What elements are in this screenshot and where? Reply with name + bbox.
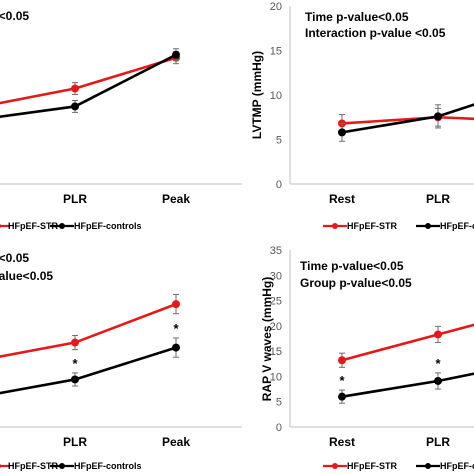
y-tick-label: 35 bbox=[270, 245, 282, 257]
data-point bbox=[338, 128, 346, 137]
y-tick-label: 30 bbox=[270, 270, 282, 282]
data-point bbox=[338, 356, 346, 365]
series-line-controls bbox=[341, 372, 474, 398]
data-point bbox=[338, 392, 346, 401]
annotation-text: Interaction p-value <0.05 bbox=[305, 26, 446, 40]
significance-asterisk: * bbox=[72, 356, 78, 371]
annotation-text: value<0.05 bbox=[0, 269, 53, 283]
x-category-label: PLR bbox=[426, 192, 450, 206]
data-point bbox=[71, 375, 79, 384]
legend-label: HFpEF-controls bbox=[74, 221, 142, 231]
data-point bbox=[172, 50, 180, 59]
y-axis-label: RAP V waves (mmHg) bbox=[260, 277, 274, 401]
series-line-controls bbox=[0, 346, 177, 395]
legend-marker bbox=[332, 463, 338, 469]
data-point bbox=[71, 84, 79, 93]
chart-panel-top-right: 0 5 10 15 20 LVTMP (mmHg) Rest PLR Time p-value<… bbox=[250, 1, 474, 231]
y-tick-label: 20 bbox=[270, 1, 282, 13]
legend-label: HFpEF-STR bbox=[8, 221, 58, 231]
y-tick-label: 15 bbox=[270, 46, 282, 58]
legend-marker bbox=[0, 223, 1, 229]
series-line-controls bbox=[341, 103, 474, 134]
data-point bbox=[172, 300, 180, 309]
y-tick-label: 10 bbox=[270, 371, 282, 383]
chart-panel-bottom-left: PLR Peak e<0.05 value<0.05 * * HFpEF-STR HFpEF-… bbox=[0, 251, 242, 471]
legend-marker bbox=[59, 463, 65, 469]
legend-marker bbox=[59, 223, 65, 229]
y-axis-label: LVTMP (mmHg) bbox=[250, 51, 264, 139]
y-tick-label: 5 bbox=[276, 397, 282, 409]
legend-marker bbox=[425, 223, 431, 229]
annotation-text: Time p-value<0.05 bbox=[305, 10, 409, 24]
series-line-str bbox=[0, 302, 177, 358]
chart-panel-top-left: PLR Peak e<0.05 HFpEF-STR HFpEF-controls bbox=[0, 9, 242, 231]
data-point bbox=[172, 343, 180, 352]
y-tick-label: 0 bbox=[276, 422, 282, 434]
annotation-text: Group p-value<0.05 bbox=[300, 276, 412, 290]
data-point bbox=[434, 330, 442, 339]
legend-label: HFpEF-STR bbox=[347, 461, 397, 471]
annotation-text: Time p-value<0.05 bbox=[300, 259, 404, 273]
x-category-label: PLR bbox=[63, 435, 87, 449]
legend-marker bbox=[425, 463, 431, 469]
y-tick-label: 20 bbox=[270, 321, 282, 333]
y-tick-label: 15 bbox=[270, 346, 282, 358]
y-tick-label: 25 bbox=[270, 296, 282, 308]
y-tick-label: 10 bbox=[270, 90, 282, 102]
x-category-label: Rest bbox=[329, 192, 355, 206]
y-tick-label: 5 bbox=[276, 135, 282, 147]
legend-label: HFpEF-ce bbox=[440, 461, 474, 471]
annotation-text: e<0.05 bbox=[0, 251, 29, 265]
y-tick-label: 0 bbox=[276, 179, 282, 191]
significance-asterisk: * bbox=[339, 373, 345, 388]
x-category-label: Peak bbox=[162, 192, 190, 206]
x-category-label: Peak bbox=[162, 435, 190, 449]
legend-label: HFpEF-controls bbox=[74, 461, 142, 471]
x-category-label: PLR bbox=[63, 192, 87, 206]
legend-marker bbox=[332, 223, 338, 229]
data-point bbox=[434, 376, 442, 385]
legend-marker bbox=[0, 463, 1, 469]
significance-asterisk: * bbox=[173, 321, 179, 336]
annotation-text: e<0.05 bbox=[0, 9, 29, 23]
legend-label: HFpEF-STR bbox=[347, 221, 397, 231]
data-point bbox=[434, 112, 442, 121]
x-category-label: PLR bbox=[426, 435, 450, 449]
x-category-label: Rest bbox=[329, 435, 355, 449]
significance-asterisk: * bbox=[435, 356, 441, 371]
chart-panel-bottom-right: 0 5 10 15 20 25 30 35 RAP V waves (mmHg) Rest PLR T… bbox=[260, 245, 474, 471]
data-point bbox=[71, 338, 79, 347]
series-line-str bbox=[341, 323, 474, 362]
legend-label: HFpEF-co bbox=[440, 221, 474, 231]
data-point bbox=[71, 102, 79, 111]
legend-label: HFpEF-STR bbox=[8, 461, 58, 471]
